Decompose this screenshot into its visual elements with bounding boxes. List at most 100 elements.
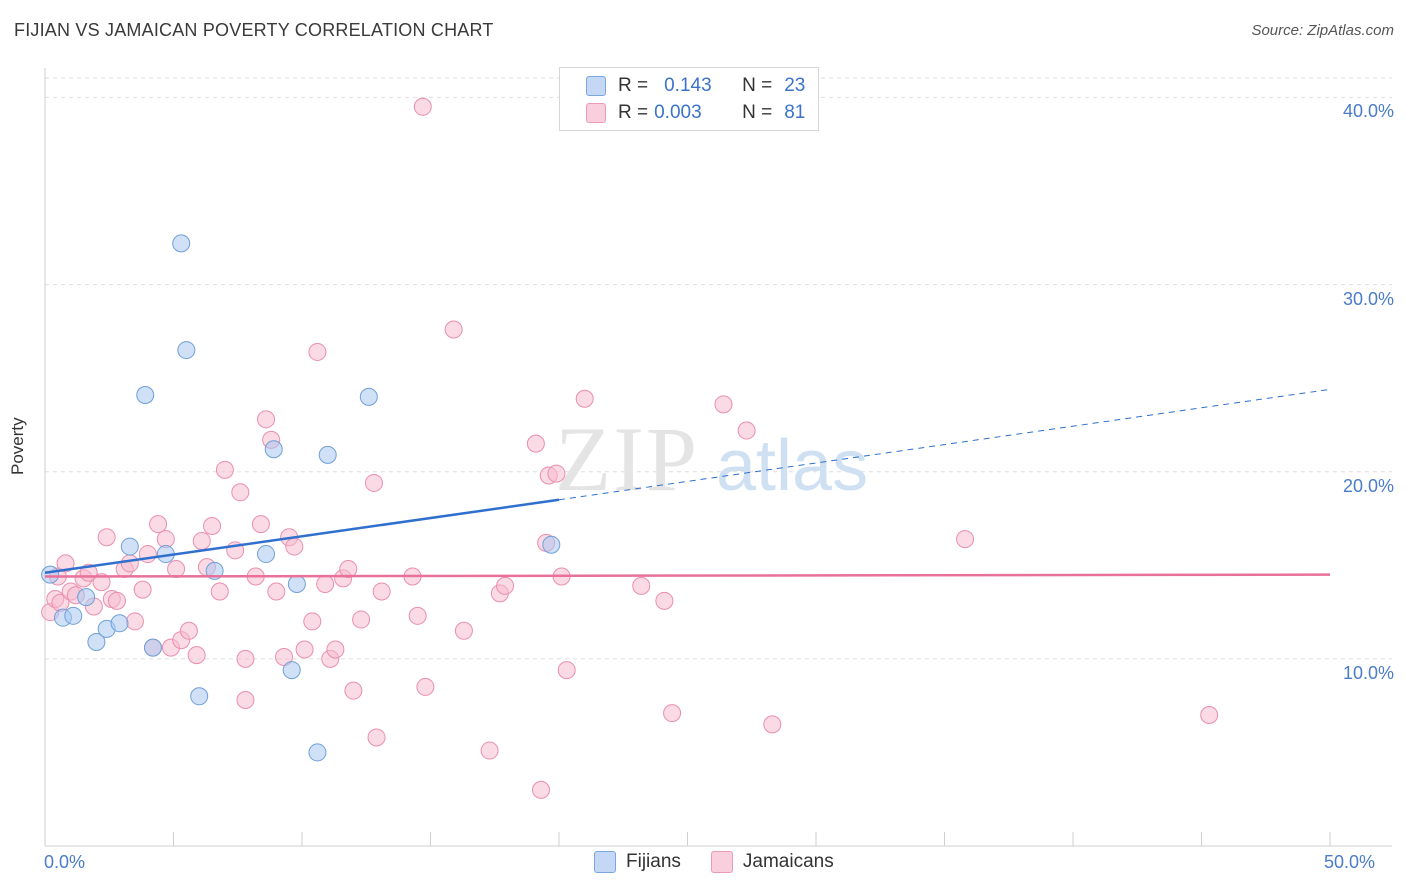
legend-n-value: 23: [784, 75, 806, 96]
jamaican-point: [367, 728, 386, 747]
y-tick-label: 20.0%: [1342, 475, 1394, 496]
fijian-trendline-extension: [558, 388, 1331, 501]
jamaican-point: [408, 606, 427, 625]
jamaican-point: [125, 612, 144, 631]
jamaican-point: [295, 640, 314, 659]
jamaican-point: [526, 434, 545, 453]
jamaican-point: [203, 516, 222, 535]
fijian-point: [287, 575, 306, 593]
watermark-zip: ZIP: [555, 408, 699, 510]
legend-row-jamaicans: R = 0.003 N = 81: [586, 100, 805, 126]
fijian-point: [110, 614, 129, 633]
jamaican-point: [120, 554, 139, 573]
jamaican-point: [344, 681, 363, 700]
jamaican-point: [575, 389, 594, 408]
fijian-point: [172, 234, 191, 253]
fijian-point: [282, 661, 301, 680]
y-tick-label: 30.0%: [1342, 288, 1394, 309]
legend-item-fijians: Fijians: [594, 851, 681, 873]
jamaican-point: [372, 582, 391, 601]
jamaican-point: [763, 715, 782, 734]
jamaican-point: [133, 580, 152, 599]
legend-item-jamaicans: Jamaicans: [710, 851, 834, 873]
jamaican-point: [364, 473, 383, 492]
jamaican-point: [285, 537, 304, 556]
legend-r-value: 0.003: [654, 102, 702, 123]
series-legend: Fijians Jamaicans: [594, 851, 864, 873]
jamaican-point: [480, 741, 499, 760]
jamaican-point: [547, 464, 566, 483]
jamaicans-swatch: [586, 103, 606, 123]
legend-r-label: R =: [618, 102, 649, 123]
jamaican-point: [557, 661, 576, 680]
legend-r-value: 0.143: [664, 75, 712, 96]
fijian-point: [41, 565, 60, 584]
chart-title: FIJIAN VS JAMAICAN POVERTY CORRELATION C…: [14, 20, 494, 40]
jamaican-point: [663, 704, 682, 723]
fijians-swatch: [586, 76, 606, 96]
fijian-point: [264, 440, 283, 459]
jamaican-point: [236, 691, 255, 710]
jamaican-point: [416, 677, 435, 696]
fijian-point: [77, 588, 96, 607]
fijian-point: [318, 445, 337, 464]
jamaican-point: [326, 640, 345, 659]
fijian-trendline: [44, 498, 560, 575]
jamaican-point: [179, 621, 198, 640]
legend-n-value: 81: [784, 102, 806, 123]
jamaican-point: [210, 582, 229, 601]
jamaican-point: [149, 515, 168, 534]
jamaican-point: [444, 320, 463, 339]
jamaicans-legend-swatch: [710, 851, 733, 873]
jamaican-point: [413, 97, 432, 116]
jamaican-point: [97, 528, 116, 547]
legend-row-fijians: R = 0.143 N = 23: [586, 73, 805, 99]
fijian-point: [64, 606, 83, 625]
jamaican-point: [454, 621, 473, 640]
jamaican-point: [352, 610, 371, 629]
source-label: Source: ZipAtlas.com: [1251, 22, 1394, 39]
jamaican-point: [632, 576, 651, 595]
stats-legend: R = 0.143 N = 23 R = 0.003 N = 81: [559, 67, 819, 131]
jamaican-point: [215, 460, 234, 479]
jamaican-point: [231, 483, 250, 502]
x-tick-label-min: 0.0%: [44, 852, 86, 872]
jamaican-point: [236, 649, 255, 668]
jamaican-point: [532, 780, 551, 799]
fijian-point: [190, 687, 209, 706]
fijian-point: [308, 743, 327, 762]
jamaican-point: [1200, 706, 1219, 724]
jamaican-point: [737, 421, 756, 440]
jamaican-point: [107, 591, 126, 610]
fijian-point: [136, 385, 155, 404]
jamaican-point: [251, 515, 270, 534]
jamaican-point: [303, 612, 322, 631]
jamaicans-legend-label: Jamaicans: [742, 851, 834, 872]
jamaican-point: [956, 530, 975, 549]
fijian-point: [359, 387, 378, 406]
jamaican-point: [167, 560, 186, 579]
fijian-point: [143, 638, 162, 657]
fijians-legend-swatch: [594, 851, 616, 873]
fijians-legend-label: Fijians: [626, 851, 681, 872]
x-tick-label-max: 50.0%: [1324, 852, 1376, 872]
y-tick-label: 40.0%: [1342, 101, 1394, 122]
jamaican-point: [187, 646, 206, 665]
legend-n-label: N =: [742, 102, 773, 123]
legend-r-label: R =: [618, 75, 649, 96]
fijian-point: [87, 633, 106, 652]
fijian-point: [120, 537, 139, 556]
jamaican-point: [308, 342, 327, 361]
fijian-point: [257, 545, 276, 564]
jamaican-point: [257, 410, 276, 429]
jamaican-point: [316, 575, 335, 593]
fijian-point: [177, 341, 196, 360]
jamaican-point: [92, 573, 111, 592]
jamaican-point: [156, 530, 175, 549]
jamaican-point: [56, 554, 75, 573]
jamaican-point: [496, 576, 515, 595]
jamaican-trendline: [44, 573, 1331, 578]
jamaican-point: [192, 531, 211, 550]
jamaican-point: [339, 560, 358, 579]
